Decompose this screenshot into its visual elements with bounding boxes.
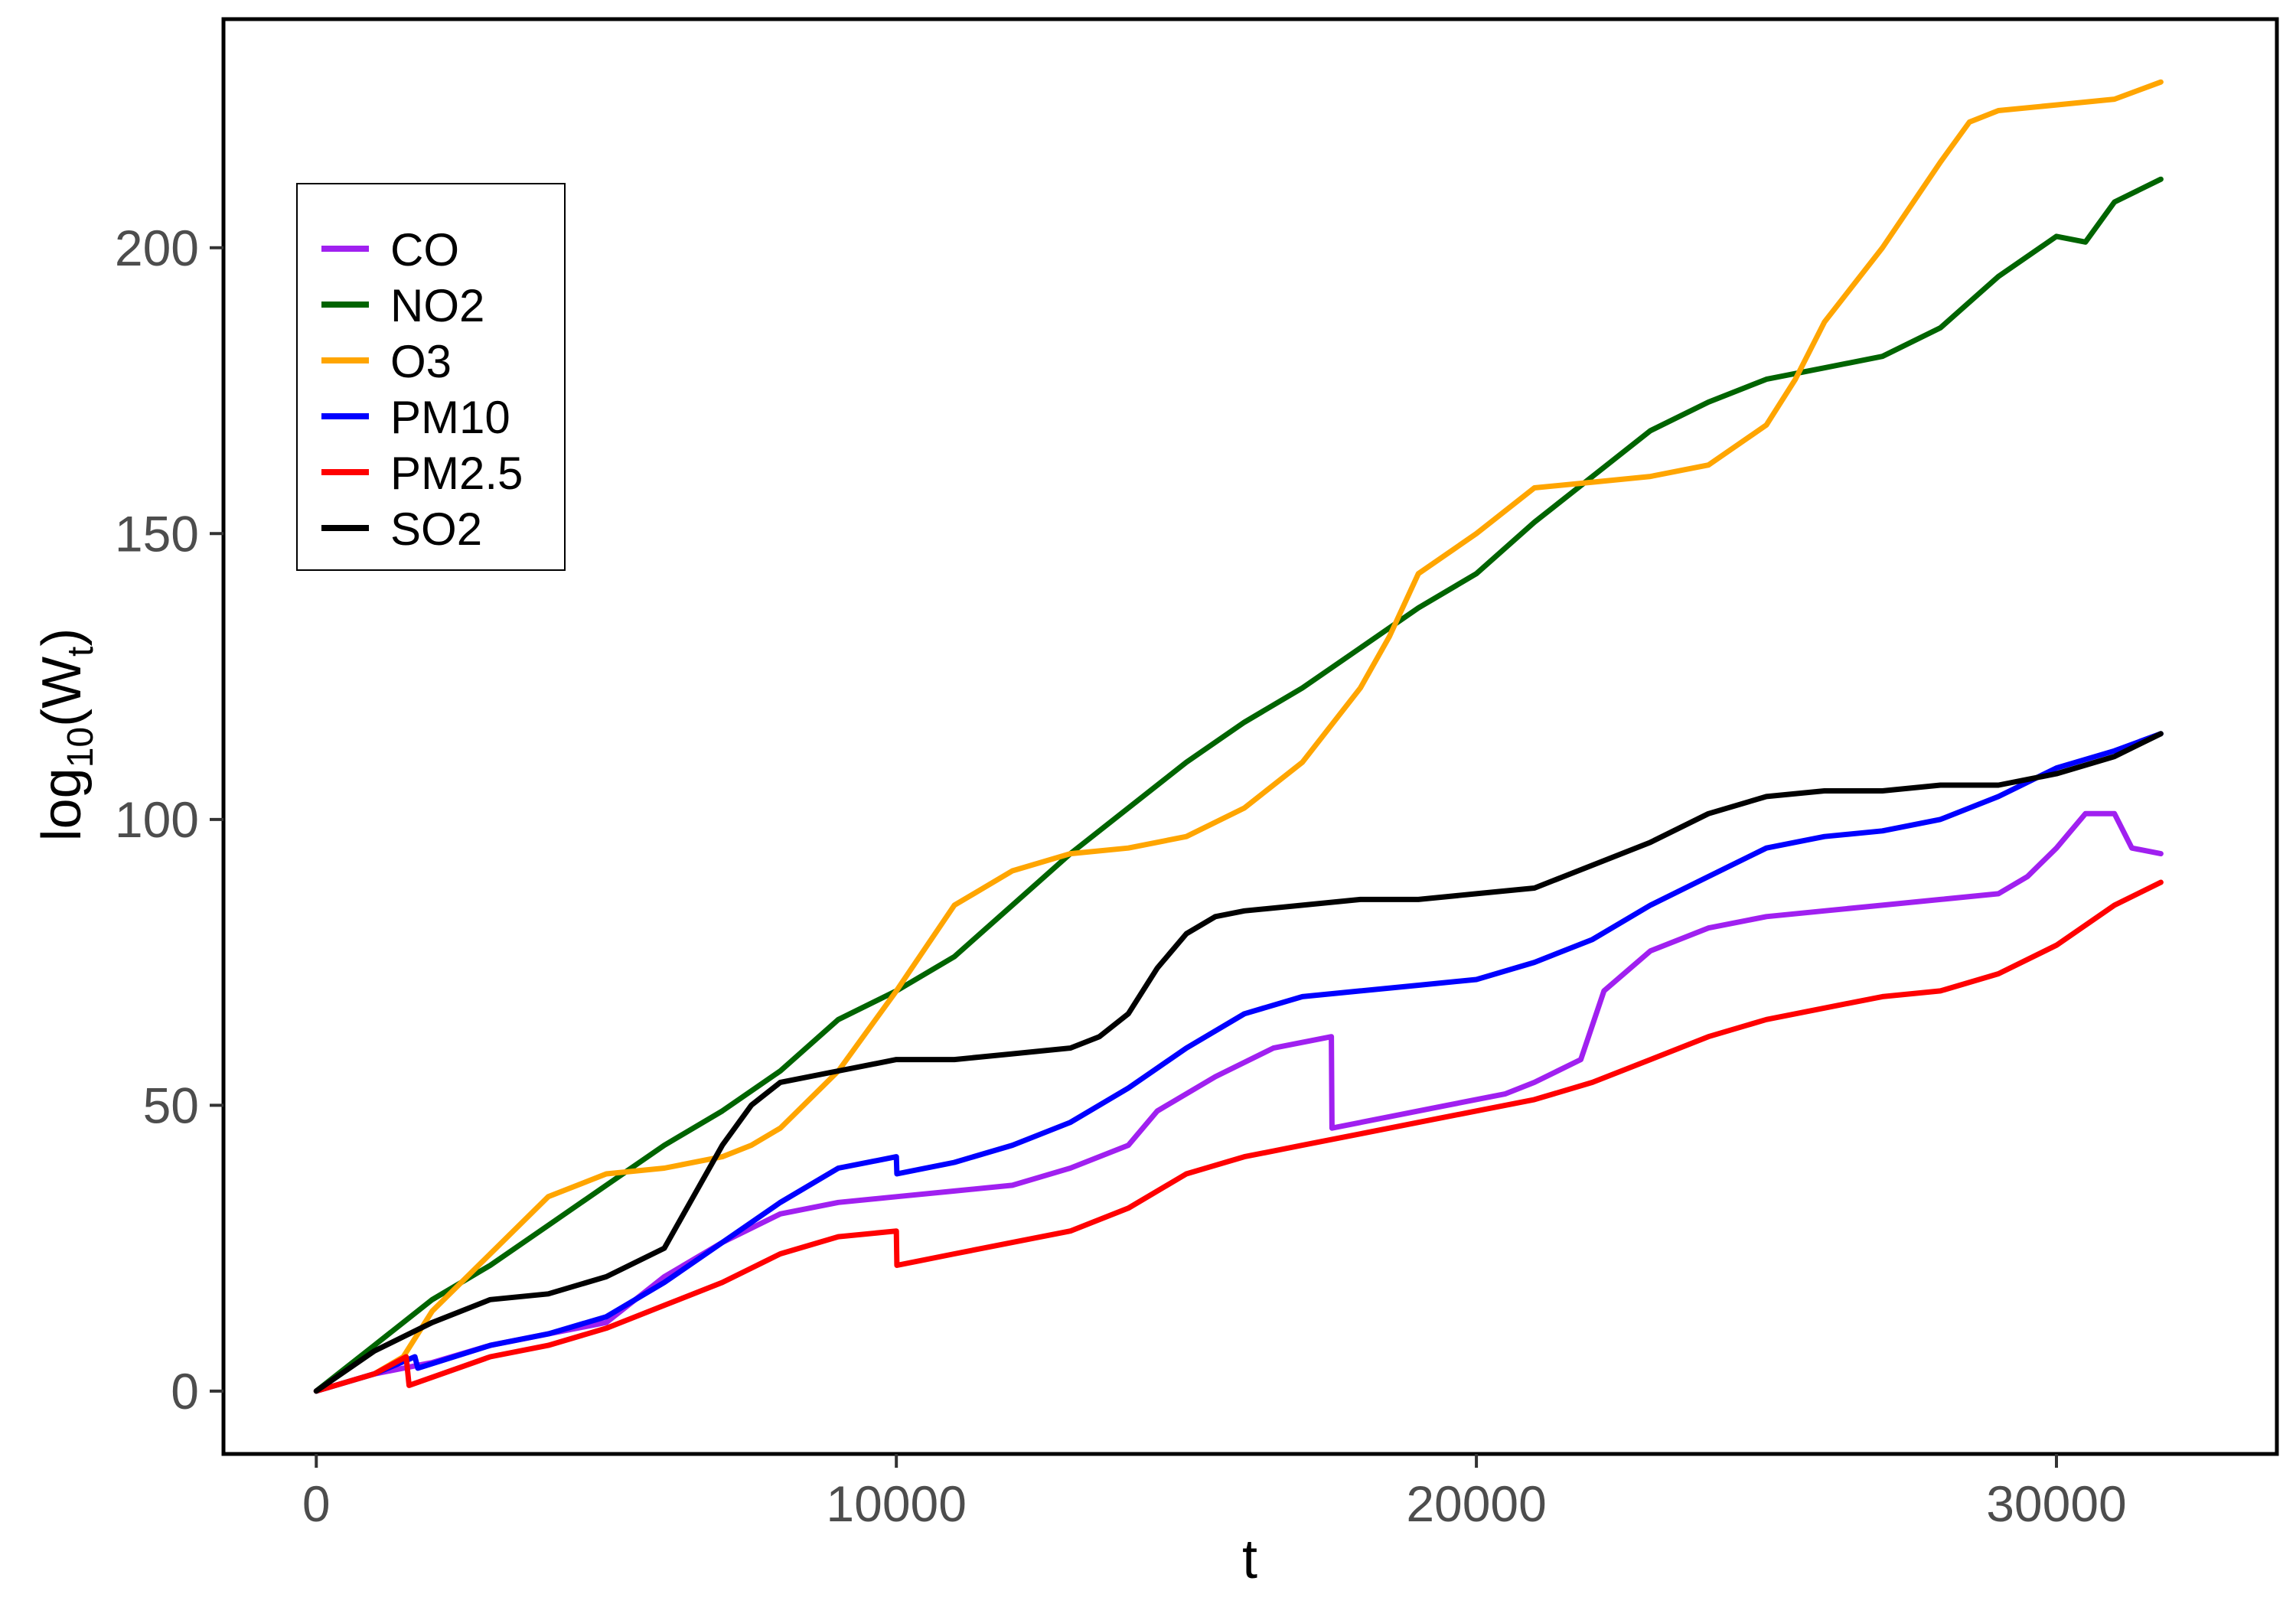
x-tick-label: 30000: [1986, 1475, 2127, 1532]
x-axis-title: t: [1242, 1529, 1257, 1590]
y-tick-label: 0: [171, 1363, 199, 1420]
legend-label-so2: SO2: [390, 504, 482, 555]
y-tick-label: 150: [115, 505, 199, 562]
x-tick-label: 10000: [826, 1475, 967, 1532]
legend-label-pm2-5: PM2.5: [390, 448, 523, 499]
series-layer: [313, 79, 2164, 1394]
y-tick-label: 100: [115, 791, 199, 848]
legend-label-pm10: PM10: [390, 392, 510, 443]
series-line-pm10: [313, 731, 2164, 1394]
series-line-co: [313, 810, 2164, 1394]
y-tick-label: 200: [115, 220, 199, 276]
legend-label-o3: O3: [390, 336, 452, 387]
x-tick-label: 20000: [1406, 1475, 1547, 1532]
x-tick-label: 0: [302, 1475, 331, 1532]
x-axis: 0 10000 20000 30000: [302, 1454, 2127, 1532]
legend-label-no2: NO2: [390, 280, 484, 331]
series-line-pm2-5: [313, 879, 2164, 1394]
panel-border: [221, 17, 2279, 1456]
series-line-no2: [313, 176, 2164, 1394]
y-axis: 0 50 100 150 200: [115, 220, 223, 1420]
legend-label-co: CO: [390, 224, 459, 275]
series-line-so2: [313, 731, 2164, 1394]
y-axis-title: log10(Wt): [31, 628, 101, 842]
y-tick-label: 50: [143, 1077, 199, 1133]
series-line-o3: [313, 79, 2164, 1394]
